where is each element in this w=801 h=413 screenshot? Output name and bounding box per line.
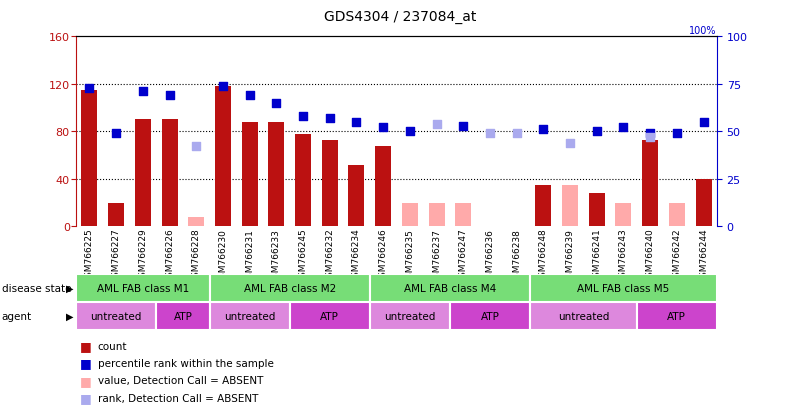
Point xyxy=(510,131,523,137)
Point xyxy=(644,134,657,141)
Bar xyxy=(162,120,178,227)
Point xyxy=(296,114,309,120)
Point xyxy=(430,121,443,128)
Point xyxy=(216,83,229,90)
Point xyxy=(697,119,710,126)
Point xyxy=(350,119,363,126)
Text: ATP: ATP xyxy=(667,311,686,321)
Text: AML FAB class M4: AML FAB class M4 xyxy=(404,283,496,293)
Point xyxy=(376,125,389,131)
Text: ▶: ▶ xyxy=(66,311,73,321)
Bar xyxy=(370,274,530,302)
Bar xyxy=(669,203,685,227)
Bar xyxy=(402,203,418,227)
Bar xyxy=(322,140,338,227)
Point xyxy=(670,131,683,137)
Text: value, Detection Call = ABSENT: value, Detection Call = ABSENT xyxy=(98,375,263,385)
Point xyxy=(110,131,123,137)
Bar xyxy=(530,274,717,302)
Bar xyxy=(348,165,364,227)
Bar xyxy=(637,302,717,330)
Bar xyxy=(242,123,258,227)
Bar xyxy=(210,274,370,302)
Point xyxy=(136,89,149,95)
Point xyxy=(644,131,657,137)
Bar xyxy=(375,146,391,227)
Point xyxy=(457,123,469,130)
Text: GDS4304 / 237084_at: GDS4304 / 237084_at xyxy=(324,10,477,24)
Bar xyxy=(135,120,151,227)
Text: untreated: untreated xyxy=(224,311,276,321)
Text: untreated: untreated xyxy=(557,311,609,321)
Text: untreated: untreated xyxy=(91,311,142,321)
Text: agent: agent xyxy=(2,311,32,321)
Bar xyxy=(450,302,530,330)
Text: percentile rank within the sample: percentile rank within the sample xyxy=(98,358,274,368)
Text: rank, Detection Call = ABSENT: rank, Detection Call = ABSENT xyxy=(98,393,258,403)
Text: count: count xyxy=(98,341,127,351)
Point xyxy=(484,131,497,137)
Bar xyxy=(268,123,284,227)
Text: 100%: 100% xyxy=(690,26,717,36)
Text: AML FAB class M5: AML FAB class M5 xyxy=(578,283,670,293)
Point xyxy=(404,129,417,135)
Bar xyxy=(76,302,156,330)
Bar xyxy=(156,302,210,330)
Bar xyxy=(76,274,210,302)
Bar xyxy=(210,302,290,330)
Point xyxy=(617,125,630,131)
Bar xyxy=(562,185,578,227)
Text: ■: ■ xyxy=(80,356,92,370)
Bar xyxy=(290,302,370,330)
Bar xyxy=(215,87,231,227)
Bar xyxy=(530,302,637,330)
Bar xyxy=(589,194,605,227)
Bar xyxy=(295,134,311,227)
Bar xyxy=(429,203,445,227)
Point xyxy=(270,100,283,107)
Point xyxy=(590,129,603,135)
Text: ATP: ATP xyxy=(174,311,192,321)
Bar xyxy=(188,217,204,227)
Text: AML FAB class M2: AML FAB class M2 xyxy=(244,283,336,293)
Point xyxy=(163,93,176,99)
Text: ■: ■ xyxy=(80,374,92,387)
Bar xyxy=(455,203,471,227)
Point xyxy=(324,115,336,122)
Text: ■: ■ xyxy=(80,339,92,352)
Text: ATP: ATP xyxy=(481,311,499,321)
Text: ATP: ATP xyxy=(320,311,339,321)
Point xyxy=(190,144,203,150)
Bar xyxy=(535,185,551,227)
Text: ▶: ▶ xyxy=(66,283,73,293)
Point xyxy=(244,93,256,99)
Point xyxy=(83,85,96,92)
Bar xyxy=(695,179,711,227)
Text: untreated: untreated xyxy=(384,311,436,321)
Bar xyxy=(82,90,98,227)
Text: ■: ■ xyxy=(80,391,92,404)
Point xyxy=(564,140,577,147)
Point xyxy=(537,127,549,133)
Text: disease state: disease state xyxy=(2,283,71,293)
Bar xyxy=(108,203,124,227)
Bar xyxy=(370,302,450,330)
Bar xyxy=(642,140,658,227)
Text: AML FAB class M1: AML FAB class M1 xyxy=(97,283,189,293)
Bar xyxy=(615,203,631,227)
